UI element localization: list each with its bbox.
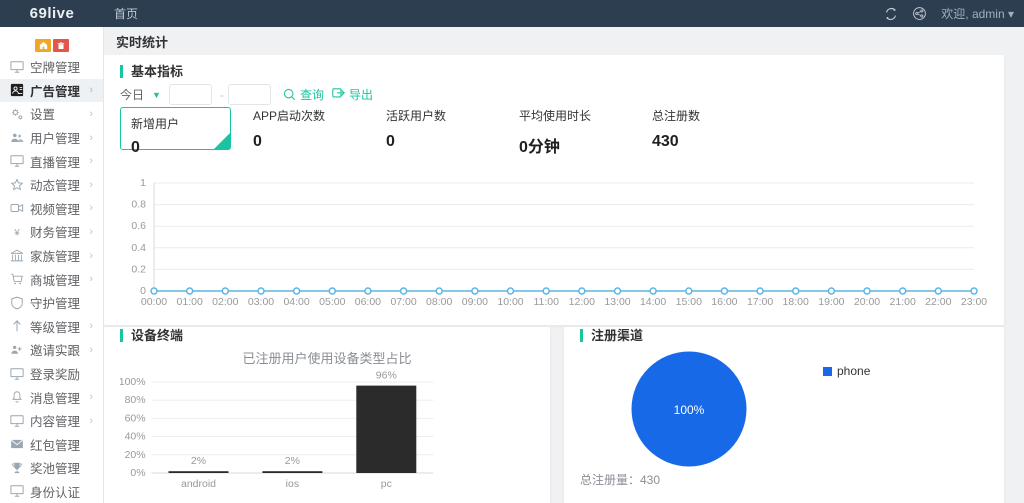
svg-text:09:00: 09:00 (462, 296, 488, 307)
svg-text:03:00: 03:00 (248, 296, 274, 307)
svg-text:¥: ¥ (13, 227, 20, 238)
svg-text:10:00: 10:00 (497, 296, 523, 307)
svg-text:1: 1 (140, 177, 146, 189)
svg-text:13:00: 13:00 (604, 296, 630, 307)
svg-text:14:00: 14:00 (640, 296, 666, 307)
svg-text:18:00: 18:00 (783, 296, 809, 307)
svg-text:60%: 60% (125, 412, 146, 424)
svg-text:android: android (181, 478, 216, 490)
svg-text:12:00: 12:00 (569, 296, 595, 307)
svg-text:17:00: 17:00 (747, 296, 773, 307)
svg-text:100%: 100% (674, 403, 705, 417)
svg-text:0.4: 0.4 (131, 242, 146, 254)
svg-text:100%: 100% (120, 376, 146, 388)
svg-text:06:00: 06:00 (355, 296, 381, 307)
svg-text:01:00: 01:00 (177, 296, 203, 307)
svg-text:07:00: 07:00 (390, 296, 416, 307)
svg-text:05:00: 05:00 (319, 296, 345, 307)
svg-text:02:00: 02:00 (212, 296, 238, 307)
svg-text:23:00: 23:00 (961, 296, 987, 307)
svg-text:2%: 2% (285, 455, 300, 467)
svg-text:16:00: 16:00 (711, 296, 737, 307)
svg-text:0.2: 0.2 (131, 263, 146, 275)
svg-text:21:00: 21:00 (890, 296, 916, 307)
svg-text:04:00: 04:00 (283, 296, 309, 307)
svg-text:20:00: 20:00 (854, 296, 880, 307)
svg-text:00:00: 00:00 (141, 296, 167, 307)
svg-text:0.6: 0.6 (131, 220, 146, 232)
svg-text:40%: 40% (125, 431, 146, 443)
svg-text:22:00: 22:00 (925, 296, 951, 307)
svg-text:0.8: 0.8 (131, 199, 146, 211)
svg-text:96%: 96% (376, 370, 397, 382)
svg-text:19:00: 19:00 (818, 296, 844, 307)
svg-text:11:00: 11:00 (533, 296, 559, 307)
svg-text:pc: pc (381, 478, 392, 490)
svg-text:phone: phone (837, 364, 871, 378)
svg-text:08:00: 08:00 (426, 296, 452, 307)
svg-text:80%: 80% (125, 394, 146, 406)
svg-text:15:00: 15:00 (676, 296, 702, 307)
svg-text:2%: 2% (191, 455, 206, 467)
svg-text:ios: ios (286, 478, 299, 490)
svg-text:20%: 20% (125, 449, 146, 461)
svg-text:0%: 0% (130, 467, 145, 479)
